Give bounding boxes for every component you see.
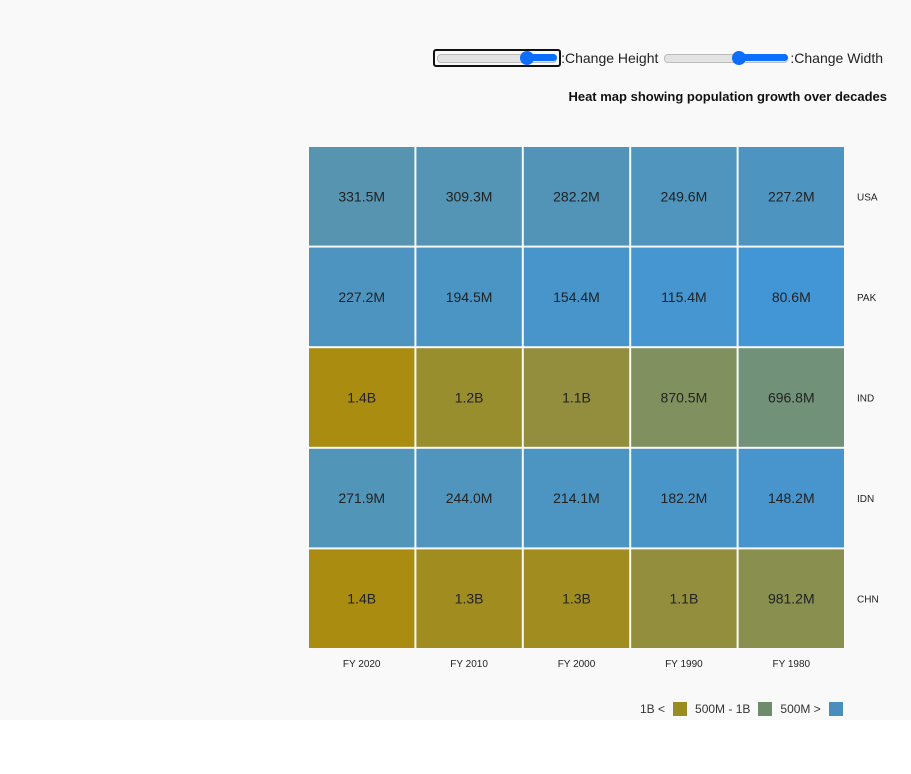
cell-label: 981.2M — [768, 591, 815, 607]
legend-swatch — [673, 702, 688, 716]
heatmap-cell[interactable] — [738, 348, 844, 447]
x-axis-label: FY 2010 — [450, 659, 488, 670]
heatmap-cell[interactable] — [309, 147, 415, 246]
x-axis-label: FY 1990 — [665, 659, 703, 670]
cell-label: 80.6M — [772, 289, 811, 305]
chart-panel: :Change Height :Change Width Heat map sh… — [309, 47, 887, 716]
heatmap-cell[interactable] — [523, 247, 630, 347]
cell-label: 1.1B — [669, 591, 698, 607]
y-axis-label: PAK — [857, 293, 877, 304]
heatmap-cell[interactable] — [523, 147, 630, 246]
cell-label: 214.1M — [553, 490, 600, 506]
cell-label: 227.2M — [768, 188, 815, 204]
y-axis-label: IDN — [857, 494, 874, 505]
heatmap-cell[interactable] — [416, 147, 522, 246]
x-axis-label: FY 2020 — [343, 659, 381, 670]
heatmap-cell[interactable] — [309, 247, 415, 347]
y-axis-label: CHN — [857, 595, 879, 606]
cell-label: 249.6M — [661, 188, 708, 204]
heatmap-cell[interactable] — [309, 549, 415, 648]
cell-label: 154.4M — [553, 289, 600, 305]
cell-label: 1.3B — [455, 591, 484, 607]
height-slider-thumb[interactable] — [520, 51, 535, 65]
cell-label: 271.9M — [338, 490, 385, 506]
cell-label: 696.8M — [768, 390, 815, 406]
y-axis-label: USA — [857, 192, 878, 203]
heatmap-cell[interactable] — [309, 448, 415, 548]
heatmap-cell[interactable] — [738, 448, 844, 548]
legend-label: 500M > — [780, 702, 821, 716]
legend-item: 1B < — [640, 702, 688, 716]
width-slider-label: :Change Width — [790, 50, 883, 66]
cell-label: 1.4B — [347, 591, 376, 607]
heatmap-cell[interactable] — [631, 549, 737, 648]
legend-item: 500M > — [780, 702, 843, 716]
x-axis-label: FY 2000 — [558, 659, 596, 670]
heatmap-cell[interactable] — [309, 348, 415, 447]
cell-label: 1.4B — [347, 390, 376, 406]
y-axis-label: IND — [857, 394, 874, 405]
cell-label: 282.2M — [553, 188, 600, 204]
legend-swatch — [828, 702, 843, 716]
width-slider-thumb[interactable] — [731, 51, 746, 65]
cell-label: 194.5M — [446, 289, 493, 305]
legend-swatch — [758, 702, 773, 716]
cell-label: 182.2M — [661, 490, 708, 506]
heatmap-cell[interactable] — [631, 147, 737, 246]
chart-title: Heat map showing population growth over … — [568, 89, 887, 104]
heatmap-cell[interactable] — [738, 549, 844, 648]
heatmap-cell[interactable] — [738, 147, 844, 246]
heatmap-cell[interactable] — [416, 348, 522, 447]
cell-label: 1.2B — [455, 390, 484, 406]
heatmap-cell[interactable] — [416, 247, 522, 347]
height-slider-label: :Change Height — [561, 50, 659, 66]
cell-label: 870.5M — [661, 390, 708, 406]
legend-label: 500M - 1B — [695, 702, 751, 716]
heatmap-cell[interactable] — [738, 247, 844, 347]
legend-item: 500M - 1B — [695, 702, 773, 716]
heatmap-chart: 331.5M 309.3M 282.2M 249.6M 227.2M USA 227.2M 1… — [309, 147, 879, 670]
cell-label: 227.2M — [338, 289, 385, 305]
cell-label: 244.0M — [446, 490, 493, 506]
heatmap-cell[interactable] — [416, 549, 522, 648]
cell-label: 1.1B — [562, 390, 591, 406]
heatmap-cell[interactable] — [631, 348, 737, 447]
heatmap-cell[interactable] — [416, 448, 522, 548]
cell-label: 115.4M — [661, 289, 707, 305]
heatmap-cell[interactable] — [523, 348, 630, 447]
heatmap-cell[interactable] — [523, 448, 630, 548]
x-axis-label: FY 1980 — [772, 659, 810, 670]
cell-label: 148.2M — [768, 490, 815, 506]
legend: 1B < 500M - 1B 500M > — [640, 702, 851, 716]
heatmap-cell[interactable] — [631, 247, 737, 347]
heatmap-cell[interactable] — [631, 448, 737, 548]
cell-label: 1.3B — [562, 591, 591, 607]
cell-label: 309.3M — [446, 188, 493, 204]
height-slider[interactable] — [433, 49, 562, 67]
cell-label: 331.5M — [338, 188, 385, 204]
heatmap-cell[interactable] — [523, 549, 630, 648]
chart-controls: :Change Height :Change Width — [433, 47, 887, 69]
legend-label: 1B < — [640, 702, 666, 716]
width-slider[interactable] — [662, 49, 790, 67]
